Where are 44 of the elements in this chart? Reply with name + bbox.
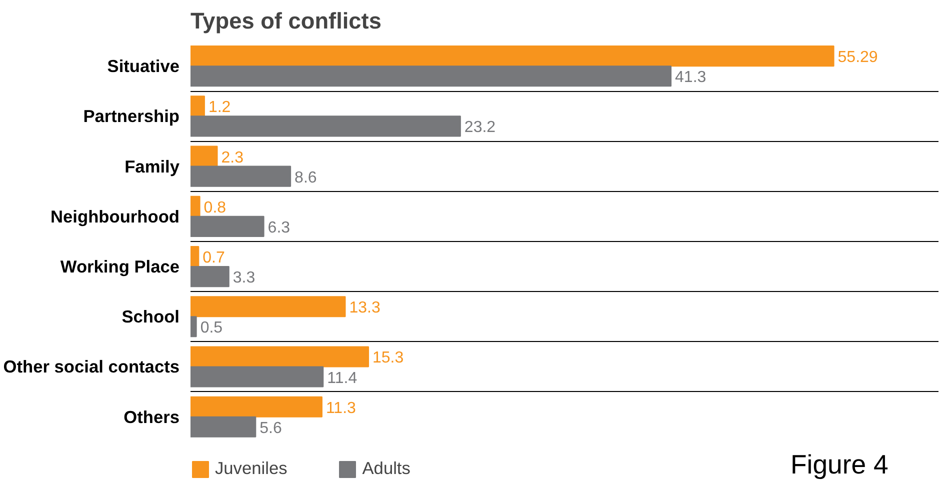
bar [190, 366, 324, 388]
y-tick-label: School [122, 306, 180, 327]
data-label: 13.3 [349, 300, 380, 317]
data-label: 3.3 [232, 270, 256, 287]
bar [190, 346, 370, 368]
data-label: 2.3 [221, 149, 244, 166]
bar [190, 266, 230, 288]
data-label: 0.7 [202, 249, 225, 266]
data-label: 23.2 [464, 119, 496, 136]
bar [190, 216, 264, 237]
data-label: 8.6 [294, 169, 317, 186]
data-label: 11.3 [326, 400, 356, 417]
bar [190, 416, 256, 438]
data-label: 55.29 [838, 49, 878, 66]
bar [190, 316, 197, 338]
y-tick-label: Family [124, 156, 180, 176]
data-label: 1.2 [208, 99, 231, 116]
bar [190, 296, 346, 318]
y-tick-label: Situative [107, 56, 180, 76]
legend-label: Adults [362, 458, 410, 479]
caption: Figure 4 [790, 450, 888, 480]
bar [190, 66, 672, 87]
bar [190, 146, 218, 167]
data-label: 6.3 [268, 219, 290, 236]
bar [190, 246, 200, 268]
bar [190, 396, 322, 418]
bar [190, 116, 461, 137]
chart-title: Types of conflicts [190, 8, 382, 34]
y-tick-label: Working Place [60, 256, 180, 277]
bar [190, 96, 205, 117]
legend-label: Juveniles [215, 458, 288, 479]
data-label: 11.4 [327, 370, 358, 387]
bar [190, 196, 200, 217]
data-label: 41.3 [675, 69, 706, 86]
y-tick-label: Neighbourhood [50, 206, 180, 226]
bar [190, 166, 292, 187]
data-label: 0.8 [204, 199, 226, 216]
y-tick-label: Others [124, 406, 180, 427]
bar [190, 46, 834, 67]
data-label: 15.3 [372, 350, 404, 367]
y-tick-label: Other social contacts [3, 356, 180, 377]
data-label: 5.6 [260, 420, 282, 437]
data-label: 0.5 [200, 320, 223, 337]
y-tick-label: Partnership [83, 106, 180, 126]
